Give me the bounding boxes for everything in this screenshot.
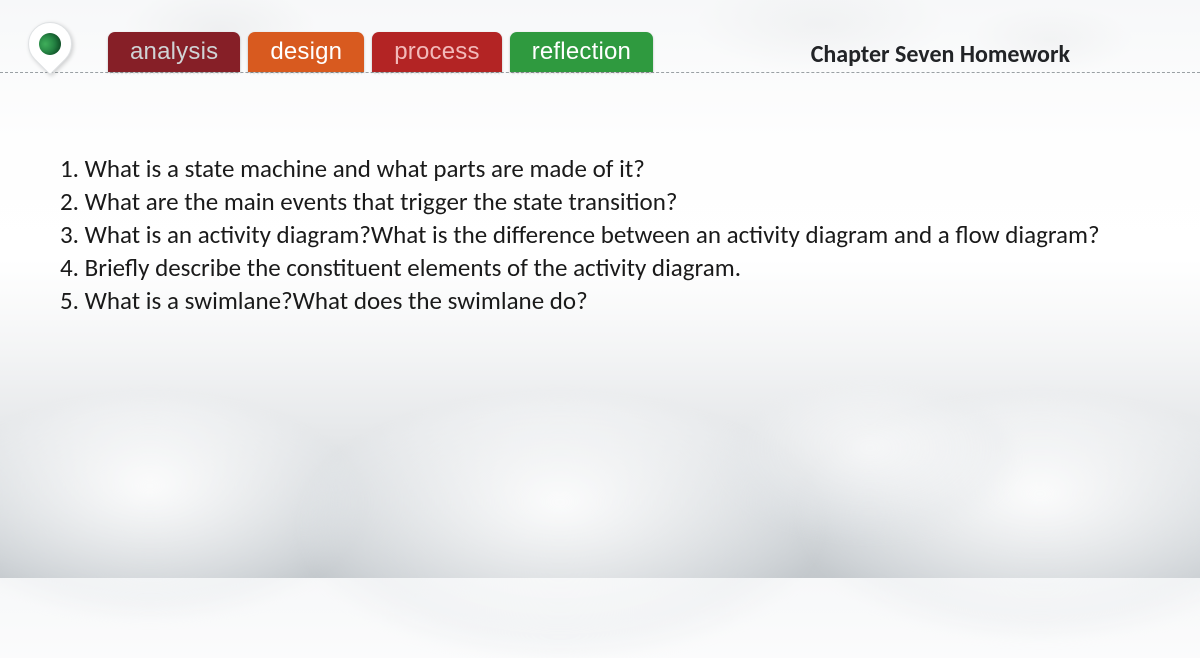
tab-label: process [394, 38, 479, 66]
location-pin-icon [28, 22, 76, 82]
homework-questions: 1. What is a state machine and what part… [60, 152, 1120, 317]
question-1: 1. What is a state machine and what part… [60, 152, 1120, 185]
question-2: 2. What are the main events that trigger… [60, 185, 1120, 218]
question-3: 3. What is an activity diagram?What is t… [60, 218, 1120, 251]
tab-analysis[interactable]: analysis [108, 32, 240, 72]
tab-bar: analysis design process reflection [108, 32, 653, 72]
question-5: 5. What is a swimlane?What does the swim… [60, 284, 1120, 317]
tab-process[interactable]: process [372, 32, 501, 72]
tab-design[interactable]: design [248, 32, 364, 72]
question-4: 4. Briefly describe the constituent elem… [60, 251, 1120, 284]
tab-label: design [270, 38, 342, 66]
tab-label: analysis [130, 38, 218, 66]
tab-label: reflection [532, 38, 631, 66]
cloud-decor [720, 388, 1020, 538]
page-title: Chapter Seven Homework [811, 40, 1070, 69]
tab-reflection[interactable]: reflection [510, 32, 653, 72]
